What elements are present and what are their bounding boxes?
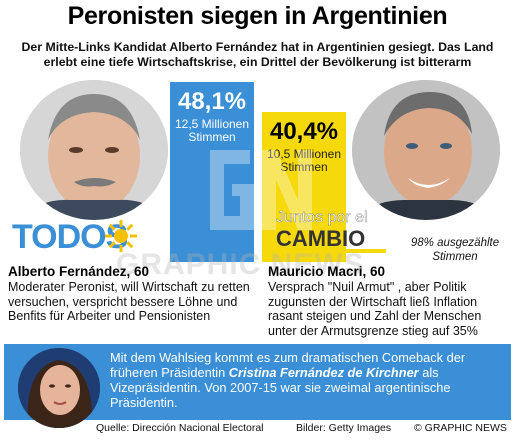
candidate-fernandez-text: Moderater Peronist, will Wirtschaft zu r… [8, 280, 250, 323]
kirchner-text-after: als Vizepräsidentin. Von 2007-15 war sie… [110, 365, 451, 410]
juntos-por-el-cambio-logo: Juntos por el CAMBIO [276, 209, 386, 253]
headline: Peronisten siegen in Argentinien [67, 2, 448, 30]
kirchner-name: Cristina Fernández de Kirchner [228, 365, 419, 380]
sun-icon [105, 220, 137, 252]
photo-alberto-fernandez [20, 80, 168, 220]
result-bar-macri: 40,4% 10,5 Millionen Stimmen [262, 112, 346, 262]
percent-fernandez: 48,1% [177, 88, 247, 115]
footer-source: Quelle: Dirección Nacional Electoral [96, 422, 264, 434]
kirchner-info-text: Mit dem Wahlsieg kommt es zum dramatisch… [110, 350, 508, 410]
percent-macri: 40,4% [269, 118, 339, 145]
footer-pictures: Bilder: Getty Images [296, 422, 392, 434]
todos-party-logo: TODOS [12, 218, 137, 256]
juntos-logo-line1: Juntos por el [276, 209, 368, 226]
result-bar-fernandez: 48,1% 12,5 Millionen Stimmen [170, 82, 254, 262]
kirchner-text-before: Mit dem Wahlsieg kommt es zum dramatisch… [110, 350, 466, 380]
votes-macri: 10,5 Millionen Stimmen [266, 147, 342, 174]
graphic-news-logo-mark [210, 150, 312, 230]
candidate-fernandez: Alberto Fernández, 60 Moderater Peronist… [8, 264, 258, 324]
counted-note: 98% ausgezählte Stimmen [410, 237, 500, 263]
candidate-fernandez-name: Alberto Fernández, 60 [8, 264, 150, 279]
footer-copyright: © GRAPHIC NEWS [414, 422, 507, 434]
candidate-macri-text: Versprach "Nuil Armut" , aber Politik zu… [268, 280, 482, 338]
photo-cristina-kirchner [18, 348, 100, 428]
subhead: Der Mitte-Links Kandidat Alberto Fernánd… [21, 40, 494, 69]
graphic-news-watermark: GRAPHIC NEWS [116, 248, 365, 281]
photo-mauricio-macri [352, 80, 500, 220]
votes-fernandez: 12,5 Millionen Stimmen [174, 117, 250, 144]
juntos-logo-line2: CAMBIO [276, 226, 365, 251]
candidate-macri-name: Mauricio Macri, 60 [268, 264, 386, 279]
candidate-macri: Mauricio Macri, 60 Versprach "Nuil Armut… [268, 264, 513, 338]
